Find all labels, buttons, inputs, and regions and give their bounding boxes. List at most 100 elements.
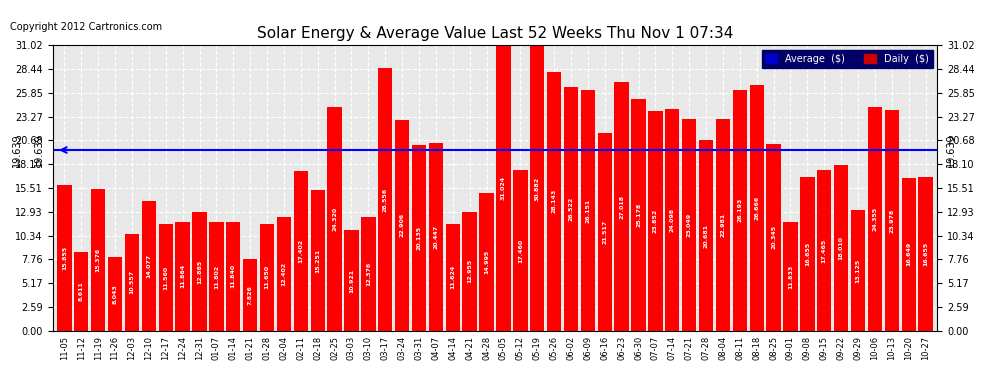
Bar [158, 224, 173, 331]
Text: 30.882: 30.882 [535, 177, 540, 201]
Bar [513, 170, 528, 331]
Bar [259, 224, 274, 331]
Bar [564, 87, 578, 331]
Bar [733, 90, 747, 331]
Bar [328, 107, 342, 331]
Bar [345, 230, 358, 331]
Text: 14.995: 14.995 [484, 250, 489, 274]
Text: 10.557: 10.557 [130, 270, 135, 294]
Bar [378, 68, 392, 331]
Bar [429, 142, 444, 331]
Text: 28.143: 28.143 [551, 189, 556, 213]
Bar [226, 222, 241, 331]
Text: 17.465: 17.465 [822, 238, 827, 262]
Bar [682, 118, 696, 331]
Text: 11.840: 11.840 [231, 264, 236, 288]
Bar [850, 210, 865, 331]
Text: 11.650: 11.650 [264, 265, 269, 289]
Text: 23.978: 23.978 [889, 209, 894, 232]
Bar [885, 110, 899, 331]
Bar [834, 165, 848, 331]
Text: 19.639: 19.639 [34, 133, 45, 167]
Bar [142, 201, 156, 331]
Bar [648, 111, 662, 331]
Bar [581, 90, 595, 331]
Text: 26.666: 26.666 [754, 196, 759, 220]
Bar [546, 72, 561, 331]
Bar [311, 190, 325, 331]
Bar [192, 212, 207, 331]
Text: 20.135: 20.135 [417, 226, 422, 250]
Text: 12.402: 12.402 [281, 262, 286, 286]
Text: 17.460: 17.460 [518, 238, 523, 262]
Bar [783, 222, 798, 331]
Text: 7.826: 7.826 [248, 285, 252, 305]
Title: Solar Energy & Average Value Last 52 Weeks Thu Nov 1 07:34: Solar Energy & Average Value Last 52 Wee… [256, 26, 734, 41]
Text: 19.639: 19.639 [12, 133, 22, 167]
Text: 31.024: 31.024 [501, 176, 506, 200]
Bar [749, 85, 764, 331]
Bar [615, 82, 629, 331]
Bar [57, 185, 71, 331]
Text: Copyright 2012 Cartronics.com: Copyright 2012 Cartronics.com [10, 22, 162, 32]
Text: 23.049: 23.049 [687, 213, 692, 237]
Bar [243, 259, 257, 331]
Bar [361, 217, 375, 331]
Text: 12.376: 12.376 [366, 262, 371, 286]
Text: 19.639: 19.639 [945, 133, 956, 167]
Bar [716, 119, 731, 331]
Text: 11.833: 11.833 [788, 264, 793, 288]
Text: 26.193: 26.193 [738, 198, 742, 222]
Text: 11.560: 11.560 [163, 266, 168, 290]
Bar [479, 193, 494, 331]
Bar [125, 234, 140, 331]
Text: 15.251: 15.251 [315, 249, 320, 273]
Bar [530, 46, 544, 331]
Text: 17.402: 17.402 [298, 239, 303, 263]
Bar [412, 146, 426, 331]
Legend: Average  ($), Daily  ($): Average ($), Daily ($) [761, 50, 933, 68]
Text: 11.624: 11.624 [450, 265, 455, 290]
Text: 11.802: 11.802 [214, 264, 219, 289]
Bar [919, 177, 933, 331]
Text: 13.125: 13.125 [855, 258, 860, 283]
Bar [395, 120, 409, 331]
Text: 22.981: 22.981 [721, 213, 726, 237]
Text: 28.556: 28.556 [383, 187, 388, 211]
Text: 24.320: 24.320 [332, 207, 337, 231]
Bar [91, 189, 105, 331]
Text: 8.611: 8.611 [79, 281, 84, 301]
Bar [665, 109, 679, 331]
Bar [598, 133, 612, 331]
Bar [766, 144, 781, 331]
Text: 24.098: 24.098 [670, 208, 675, 232]
Text: 25.178: 25.178 [636, 203, 642, 227]
Text: 16.655: 16.655 [805, 242, 810, 266]
Text: 12.955: 12.955 [467, 259, 472, 284]
Bar [699, 140, 713, 331]
Text: 15.855: 15.855 [62, 246, 67, 270]
Bar [294, 171, 308, 331]
Bar [74, 252, 88, 331]
Bar [817, 170, 832, 331]
Text: 21.517: 21.517 [602, 220, 607, 244]
Text: 26.151: 26.151 [585, 198, 590, 223]
Text: 20.681: 20.681 [704, 224, 709, 248]
Bar [108, 257, 122, 331]
Text: 24.355: 24.355 [872, 207, 877, 231]
Text: 14.077: 14.077 [147, 254, 151, 278]
Text: 27.018: 27.018 [619, 194, 624, 219]
Bar [462, 211, 477, 331]
Text: 8.043: 8.043 [113, 284, 118, 304]
Text: 20.345: 20.345 [771, 225, 776, 249]
Bar [209, 222, 224, 331]
Text: 15.376: 15.376 [96, 248, 101, 272]
Text: 20.447: 20.447 [434, 225, 439, 249]
Text: 10.921: 10.921 [348, 268, 354, 292]
Text: 11.864: 11.864 [180, 264, 185, 288]
Bar [277, 217, 291, 331]
Text: 22.906: 22.906 [400, 213, 405, 237]
Bar [496, 45, 511, 331]
Bar [902, 177, 916, 331]
Bar [800, 177, 815, 331]
